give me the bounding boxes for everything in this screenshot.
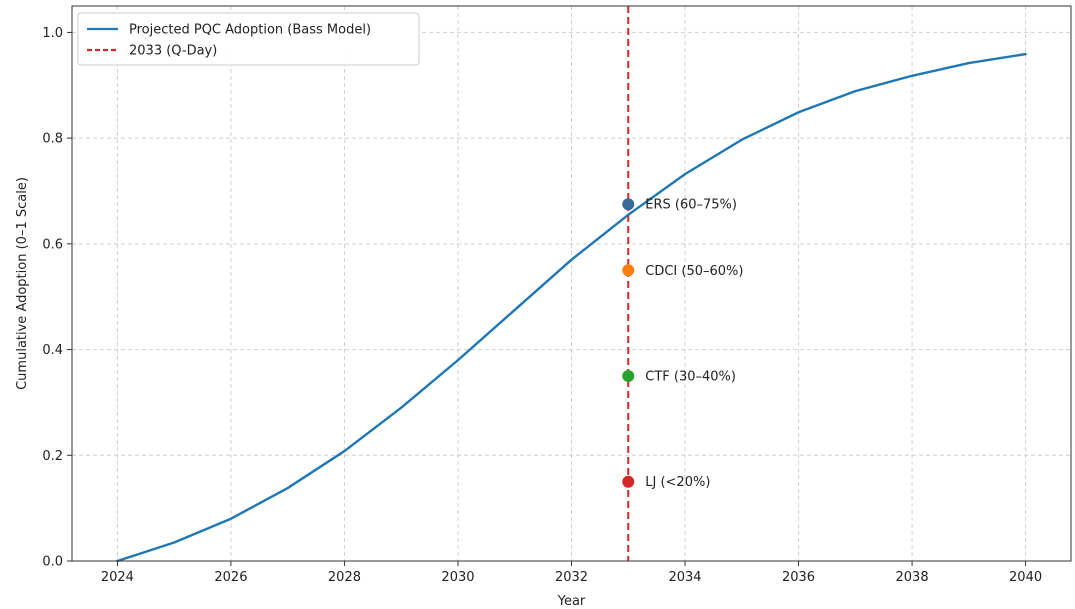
- y-tick-label: 0.8: [42, 132, 63, 147]
- y-tick-label: 0.2: [42, 449, 63, 464]
- point-annotation: CTF (30–40%): [645, 370, 736, 385]
- point-annotation: ERS (60–75%): [645, 198, 737, 213]
- x-tick-label: 2038: [896, 570, 929, 585]
- data-point: [622, 264, 635, 277]
- x-axis-ticks: 2024 2026 2028 2030 2032 2034 2036 2038 2040: [101, 561, 1042, 585]
- y-tick-label: 1.0: [42, 26, 63, 41]
- x-tick-label: 2040: [1009, 570, 1042, 585]
- x-tick-label: 2024: [101, 570, 134, 585]
- y-axis-ticks: 0.0 0.2 0.4 0.6 0.8 1.0: [42, 26, 72, 570]
- legend-box: [77, 12, 420, 66]
- x-tick-label: 2028: [328, 570, 361, 585]
- point-annotation: CDCI (50–60%): [645, 264, 743, 279]
- data-point: [622, 475, 635, 488]
- x-tick-label: 2034: [668, 570, 701, 585]
- points-layer: ERS (60–75%) CDCI (50–60%) CTF (30–40%) LJ …: [622, 198, 743, 490]
- point-annotation: LJ (<20%): [645, 475, 710, 490]
- x-tick-label: 2032: [555, 570, 588, 585]
- legend-label: Projected PQC Adoption (Bass Model): [129, 23, 371, 38]
- data-point: [622, 370, 635, 382]
- y-tick-label: 0.0: [42, 555, 63, 570]
- series-line: [116, 52, 1027, 563]
- y-axis-label: Cumulative Adoption (0–1 Scale): [15, 177, 30, 390]
- legend-label: 2033 (Q-Day): [129, 44, 217, 59]
- x-axis-label: Year: [557, 594, 586, 609]
- x-tick-label: 2036: [782, 570, 815, 585]
- x-tick-label: 2026: [214, 570, 247, 585]
- data-point: [622, 198, 635, 211]
- y-tick-label: 0.6: [42, 237, 63, 252]
- x-tick-label: 2030: [441, 570, 474, 585]
- series-layer: [116, 52, 1027, 563]
- y-tick-label: 0.4: [42, 343, 63, 358]
- legend: Projected PQC Adoption (Bass Model) 2033 …: [77, 12, 420, 66]
